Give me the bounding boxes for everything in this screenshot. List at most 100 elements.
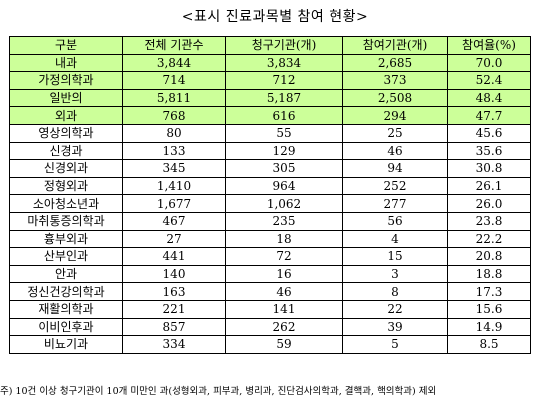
cell-rate: 30.8: [447, 159, 531, 178]
table-row: 안과 140 16 3 18.8: [9, 264, 531, 284]
header-category: 구분: [9, 36, 123, 55]
cell-total: 140: [122, 264, 226, 284]
cell-participating: 39: [342, 317, 448, 337]
cell-rate: 26.1: [447, 176, 531, 196]
cell-total: 27: [122, 229, 226, 249]
cell-total: 133: [122, 141, 226, 161]
table-header-row: 구분 전체 기관수 청구기관(개) 참여기관(개) 참여율(%): [9, 36, 531, 55]
cell-claim: 262: [225, 317, 343, 337]
cell-total: 80: [122, 123, 226, 143]
cell-category: 신경과: [9, 141, 123, 161]
cell-rate: 26.0: [447, 194, 531, 213]
cell-participating: 277: [342, 194, 448, 213]
table-row: 산부인과 441 72 15 20.8: [9, 247, 531, 266]
cell-category: 신경외과: [9, 159, 123, 178]
cell-rate: 23.8: [447, 211, 531, 231]
participation-table: 구분 전체 기관수 청구기관(개) 참여기관(개) 참여율(%) 내과 3,844…: [9, 36, 531, 354]
cell-participating: 25: [342, 123, 448, 143]
cell-claim: 16: [225, 264, 343, 284]
cell-claim: 712: [225, 71, 343, 90]
table-row: 신경과 133 129 46 35.6: [9, 141, 531, 161]
cell-category: 안과: [9, 264, 123, 284]
cell-category: 내과: [9, 53, 123, 73]
footnote: 주) 10건 이상 청구기관이 10개 미만인 과(성형외과, 피부과, 병리과…: [0, 386, 437, 397]
cell-participating: 56: [342, 211, 448, 231]
cell-category: 이비인후과: [9, 317, 123, 337]
cell-participating: 252: [342, 176, 448, 196]
cell-total: 5,811: [122, 88, 226, 108]
cell-total: 714: [122, 71, 226, 90]
cell-claim: 46: [225, 282, 343, 301]
cell-claim: 141: [225, 299, 343, 319]
cell-participating: 2,685: [342, 53, 448, 73]
cell-rate: 8.5: [447, 335, 531, 354]
header-claim: 청구기관(개): [225, 36, 343, 55]
header-participating: 참여기관(개): [342, 36, 448, 55]
cell-participating: 15: [342, 247, 448, 266]
header-rate: 참여율(%): [447, 36, 531, 55]
cell-rate: 35.6: [447, 141, 531, 161]
cell-total: 221: [122, 299, 226, 319]
cell-participating: 8: [342, 282, 448, 301]
cell-claim: 3,834: [225, 53, 343, 73]
cell-participating: 3: [342, 264, 448, 284]
page-title: <표시 진료과목별 참여 현황>: [181, 9, 369, 25]
cell-category: 정형외과: [9, 176, 123, 196]
cell-category: 비뇨기과: [9, 335, 123, 354]
cell-rate: 47.7: [447, 106, 531, 125]
table-row: 영상의학과 80 55 25 45.6: [9, 123, 531, 143]
cell-claim: 235: [225, 211, 343, 231]
cell-total: 1,677: [122, 194, 226, 213]
table-row: 비뇨기과 334 59 5 8.5: [9, 335, 531, 354]
cell-category: 재활의학과: [9, 299, 123, 319]
cell-total: 334: [122, 335, 226, 354]
cell-category: 소아청소년과: [9, 194, 123, 213]
cell-category: 영상의학과: [9, 123, 123, 143]
cell-category: 산부인과: [9, 247, 123, 266]
table-row: 신경외과 345 305 94 30.8: [9, 159, 531, 178]
cell-category: 외과: [9, 106, 123, 125]
cell-total: 768: [122, 106, 226, 125]
cell-claim: 129: [225, 141, 343, 161]
table-row: 소아청소년과 1,677 1,062 277 26.0: [9, 194, 531, 213]
cell-rate: 45.6: [447, 123, 531, 143]
table-row: 흉부외과 27 18 4 22.2: [9, 229, 531, 249]
cell-total: 345: [122, 159, 226, 178]
table-row: 재활의학과 221 141 22 15.6: [9, 299, 531, 319]
cell-total: 163: [122, 282, 226, 301]
cell-claim: 616: [225, 106, 343, 125]
table-row: 내과 3,844 3,834 2,685 70.0: [9, 53, 531, 73]
cell-participating: 94: [342, 159, 448, 178]
cell-total: 3,844: [122, 53, 226, 73]
cell-claim: 59: [225, 335, 343, 354]
table-row: 정형외과 1,410 964 252 26.1: [9, 176, 531, 196]
cell-rate: 14.9: [447, 317, 531, 337]
cell-category: 흉부외과: [9, 229, 123, 249]
cell-participating: 46: [342, 141, 448, 161]
cell-rate: 15.6: [447, 299, 531, 319]
cell-claim: 55: [225, 123, 343, 143]
cell-claim: 964: [225, 176, 343, 196]
cell-claim: 305: [225, 159, 343, 178]
cell-participating: 373: [342, 71, 448, 90]
table-row: 마취통증의학과 467 235 56 23.8: [9, 211, 531, 231]
cell-total: 1,410: [122, 176, 226, 196]
cell-rate: 17.3: [447, 282, 531, 301]
cell-participating: 5: [342, 335, 448, 354]
cell-rate: 48.4: [447, 88, 531, 108]
table-row: 일반의 5,811 5,187 2,508 48.4: [9, 88, 531, 108]
cell-participating: 4: [342, 229, 448, 249]
cell-claim: 1,062: [225, 194, 343, 213]
cell-rate: 52.4: [447, 71, 531, 90]
cell-rate: 18.8: [447, 264, 531, 284]
cell-rate: 70.0: [447, 53, 531, 73]
cell-participating: 294: [342, 106, 448, 125]
table-row: 가정의학과 714 712 373 52.4: [9, 71, 531, 90]
table-row: 이비인후과 857 262 39 14.9: [9, 317, 531, 337]
cell-total: 441: [122, 247, 226, 266]
cell-rate: 20.8: [447, 247, 531, 266]
header-total: 전체 기관수: [122, 36, 226, 55]
cell-total: 857: [122, 317, 226, 337]
table-row: 외과 768 616 294 47.7: [9, 106, 531, 125]
cell-claim: 72: [225, 247, 343, 266]
